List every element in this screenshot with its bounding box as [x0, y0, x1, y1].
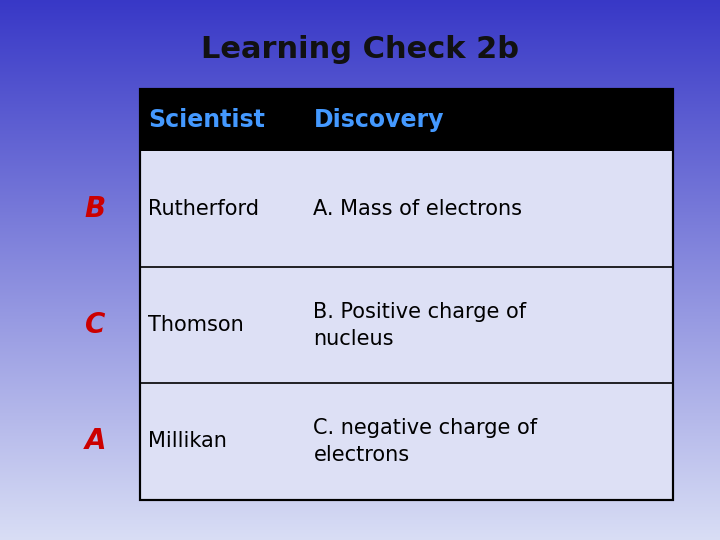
- Text: Thomson: Thomson: [148, 315, 244, 335]
- Bar: [140, 89, 673, 500]
- Text: A: A: [85, 428, 106, 455]
- Text: C: C: [85, 312, 106, 339]
- Bar: [140, 89, 673, 500]
- Text: Scientist: Scientist: [148, 108, 265, 132]
- Text: B. Positive charge of
nucleus: B. Positive charge of nucleus: [313, 302, 526, 348]
- Text: Rutherford: Rutherford: [148, 199, 259, 219]
- Text: Discovery: Discovery: [313, 108, 444, 132]
- Text: A. Mass of electrons: A. Mass of electrons: [313, 199, 523, 219]
- Text: Millikan: Millikan: [148, 431, 228, 451]
- Text: B: B: [85, 195, 106, 223]
- Text: C. negative charge of
electrons: C. negative charge of electrons: [313, 418, 538, 464]
- Text: Learning Check 2b: Learning Check 2b: [201, 36, 519, 64]
- Bar: [140, 89, 673, 151]
